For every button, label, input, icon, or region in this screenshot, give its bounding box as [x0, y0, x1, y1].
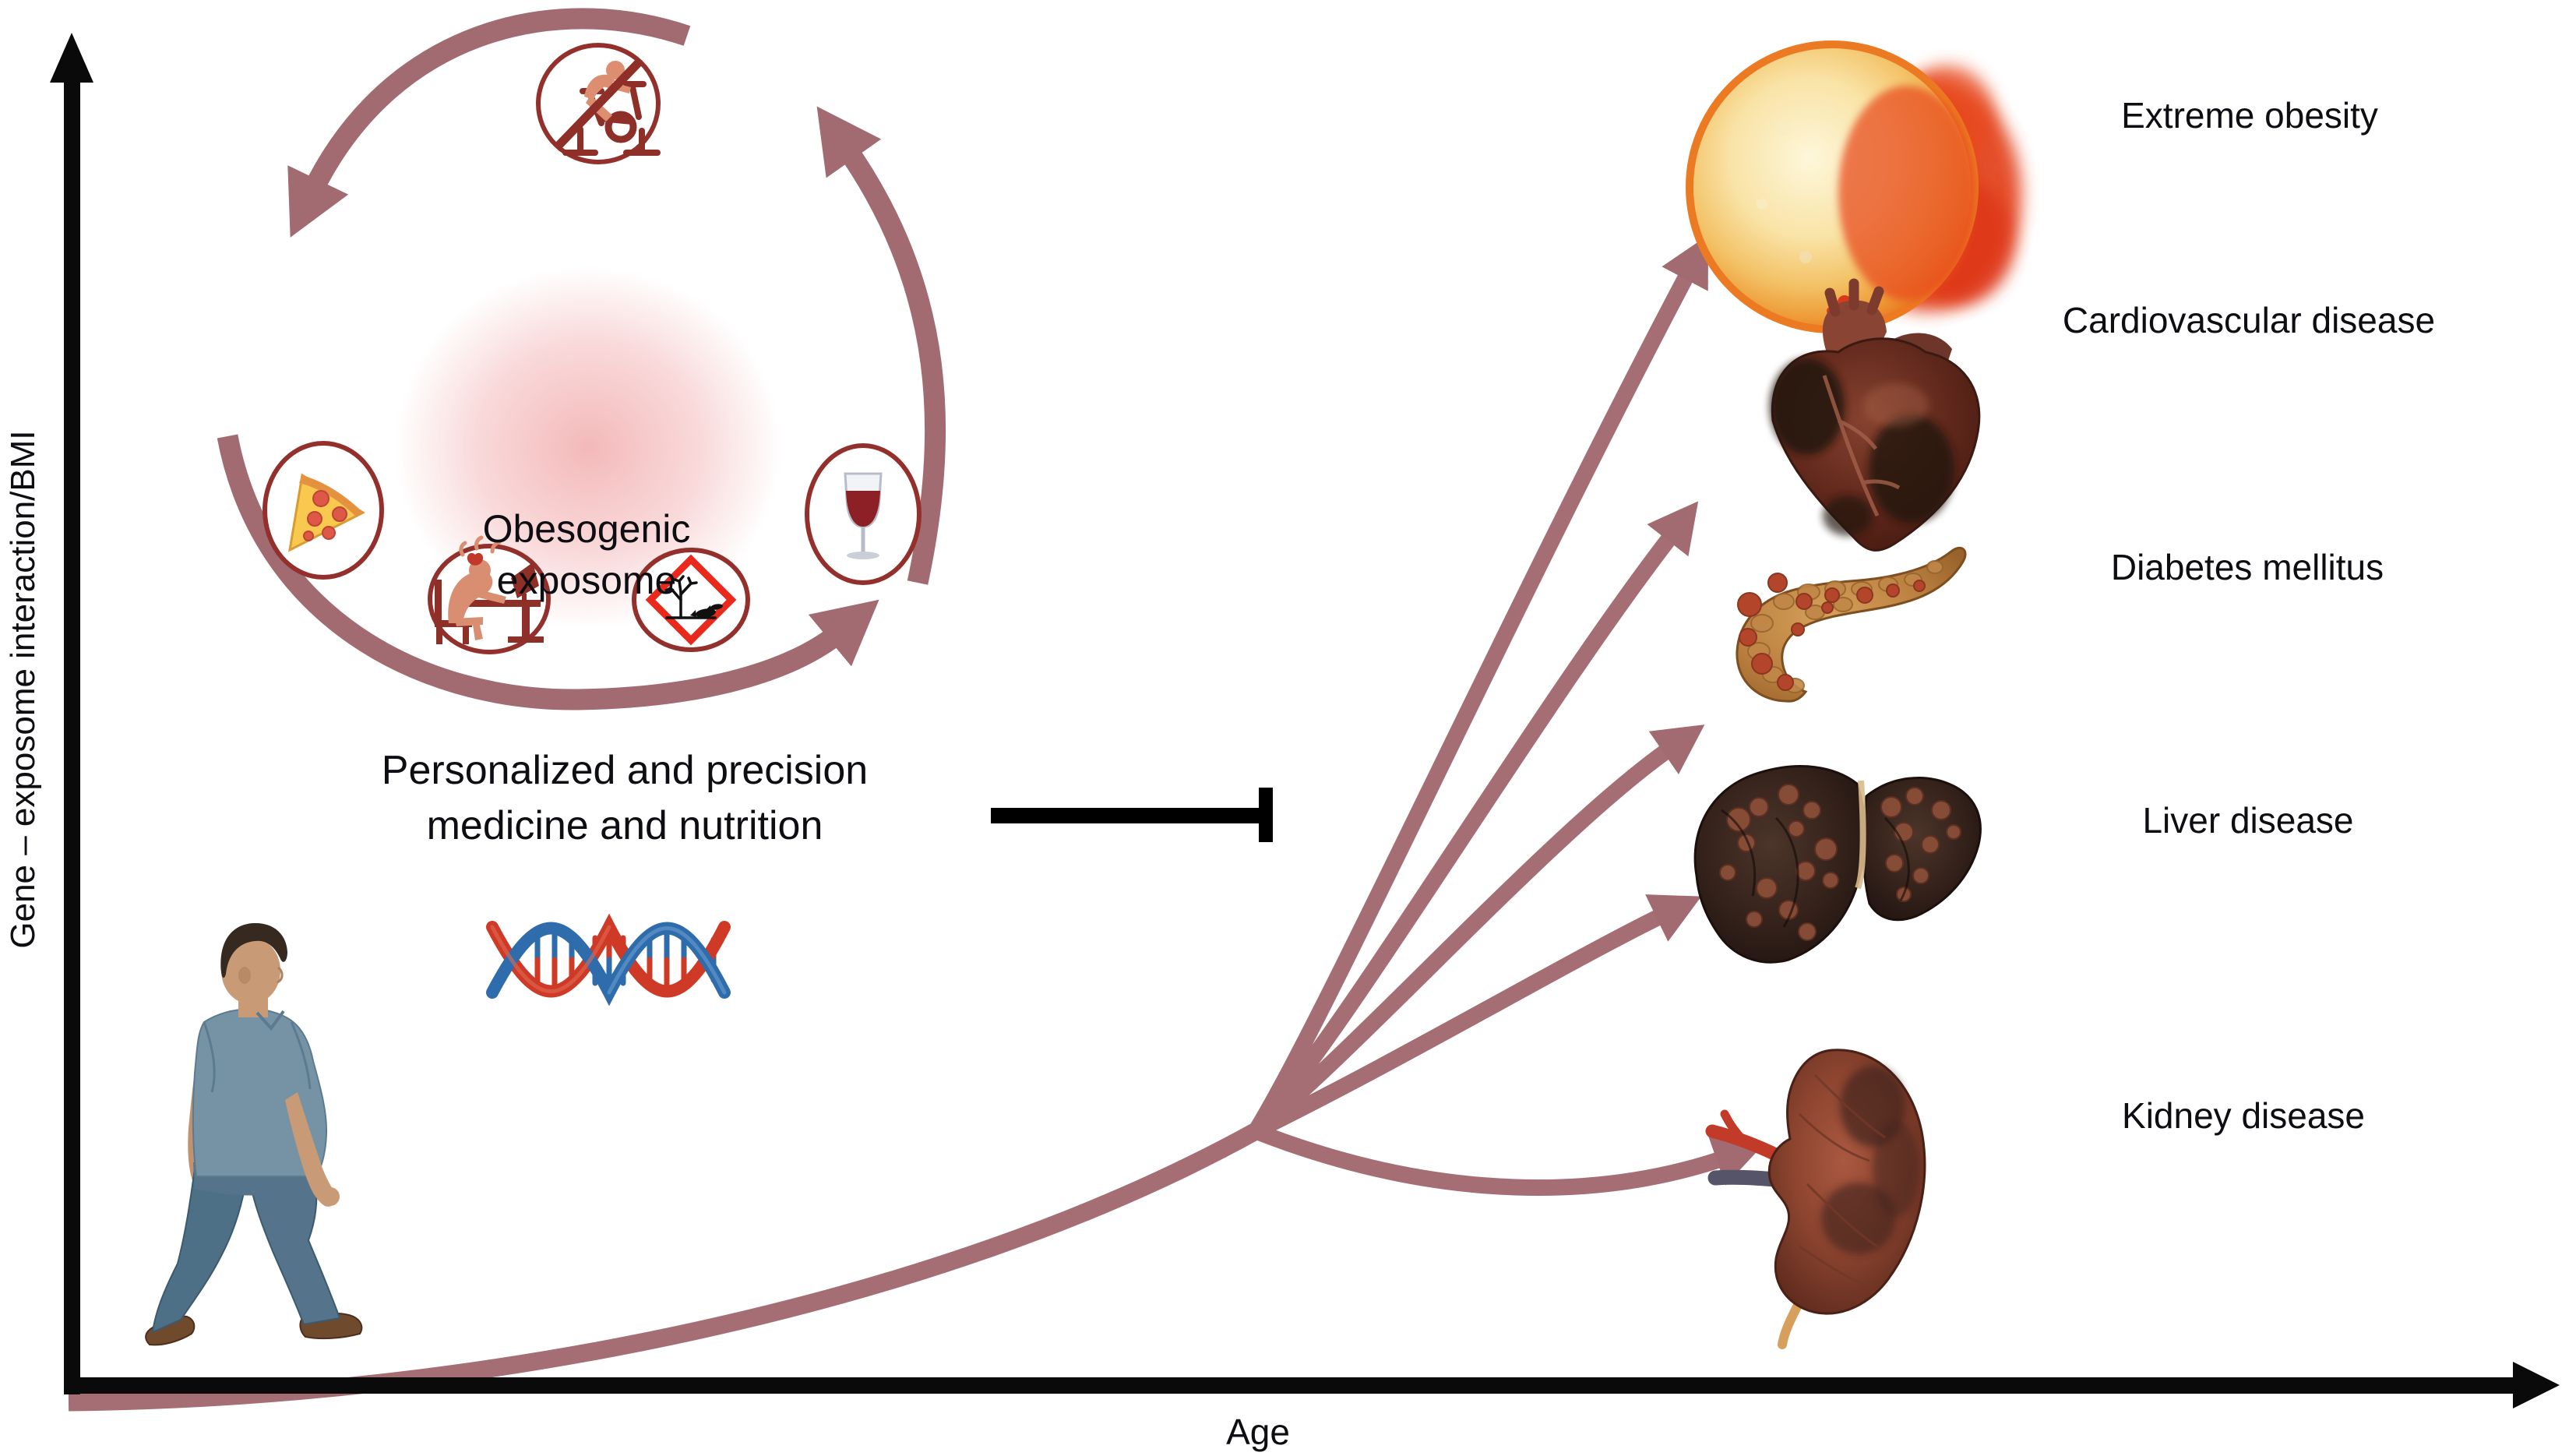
label-diabetes-mellitus: Diabetes mellitus — [2110, 547, 2384, 587]
inhibition-bar — [991, 788, 1273, 842]
y-axis-label: Gene – exposome interaction/BMI — [4, 430, 42, 949]
label-kidney-disease: Kidney disease — [2122, 1095, 2365, 1136]
cirrhotic-liver-icon — [1693, 765, 1982, 964]
x-axis-arrowhead — [2513, 1362, 2560, 1408]
y-axis-line — [64, 76, 80, 1394]
x-axis-label: Age — [1226, 1412, 1290, 1452]
arrow-to-cardiovascular — [1249, 501, 1699, 1137]
main-risk-curve — [68, 1123, 1260, 1412]
cycle-arc-top — [287, 8, 691, 238]
exposome-cycle-arrows — [217, 8, 946, 710]
intervention-line1: Personalized and precision — [381, 748, 869, 793]
stress-at-desk-icon — [428, 535, 551, 654]
arrow-to-extreme-obesity — [1249, 234, 1708, 1136]
intervention-label: Personalized and precision medicine and … — [344, 743, 905, 854]
diseased-pancreas-icon — [1736, 546, 1967, 703]
environmental-hazard-icon — [632, 548, 750, 652]
y-axis-arrowhead — [50, 33, 93, 83]
axes — [50, 33, 2560, 1408]
x-axis-line — [64, 1377, 2518, 1394]
label-liver-disease: Liver disease — [2142, 800, 2354, 841]
diseased-kidney-icon — [1705, 1049, 1926, 1349]
intervention-line2: medicine and nutrition — [426, 803, 823, 848]
exposome-center-line2: exposome — [496, 559, 677, 602]
risk-trajectory-arrows — [68, 234, 1764, 1412]
diseased-heart-icon — [1770, 278, 1981, 552]
exposome-center-line1: Obesogenic — [482, 507, 691, 551]
exposome-center-label: Obesogenic exposome — [423, 503, 750, 606]
dna-icon — [486, 913, 731, 1007]
arrow-to-kidney — [1253, 1123, 1764, 1196]
arrow-to-liver — [1252, 894, 1702, 1139]
cycle-arc-bottom — [217, 434, 879, 710]
fat-cell-icon — [1686, 41, 2021, 333]
cycle-arc-right — [816, 106, 946, 585]
walking-man — [145, 922, 363, 1346]
no-exercise-icon — [536, 43, 661, 164]
label-extreme-obesity: Extreme obesity — [2121, 95, 2378, 136]
exposome-glow — [339, 214, 837, 682]
arrow-to-diabetes — [1250, 724, 1705, 1138]
label-cardiovascular-disease: Cardiovascular disease — [2062, 300, 2436, 340]
pizza-icon — [263, 441, 384, 580]
wine-glass-icon — [805, 443, 922, 585]
